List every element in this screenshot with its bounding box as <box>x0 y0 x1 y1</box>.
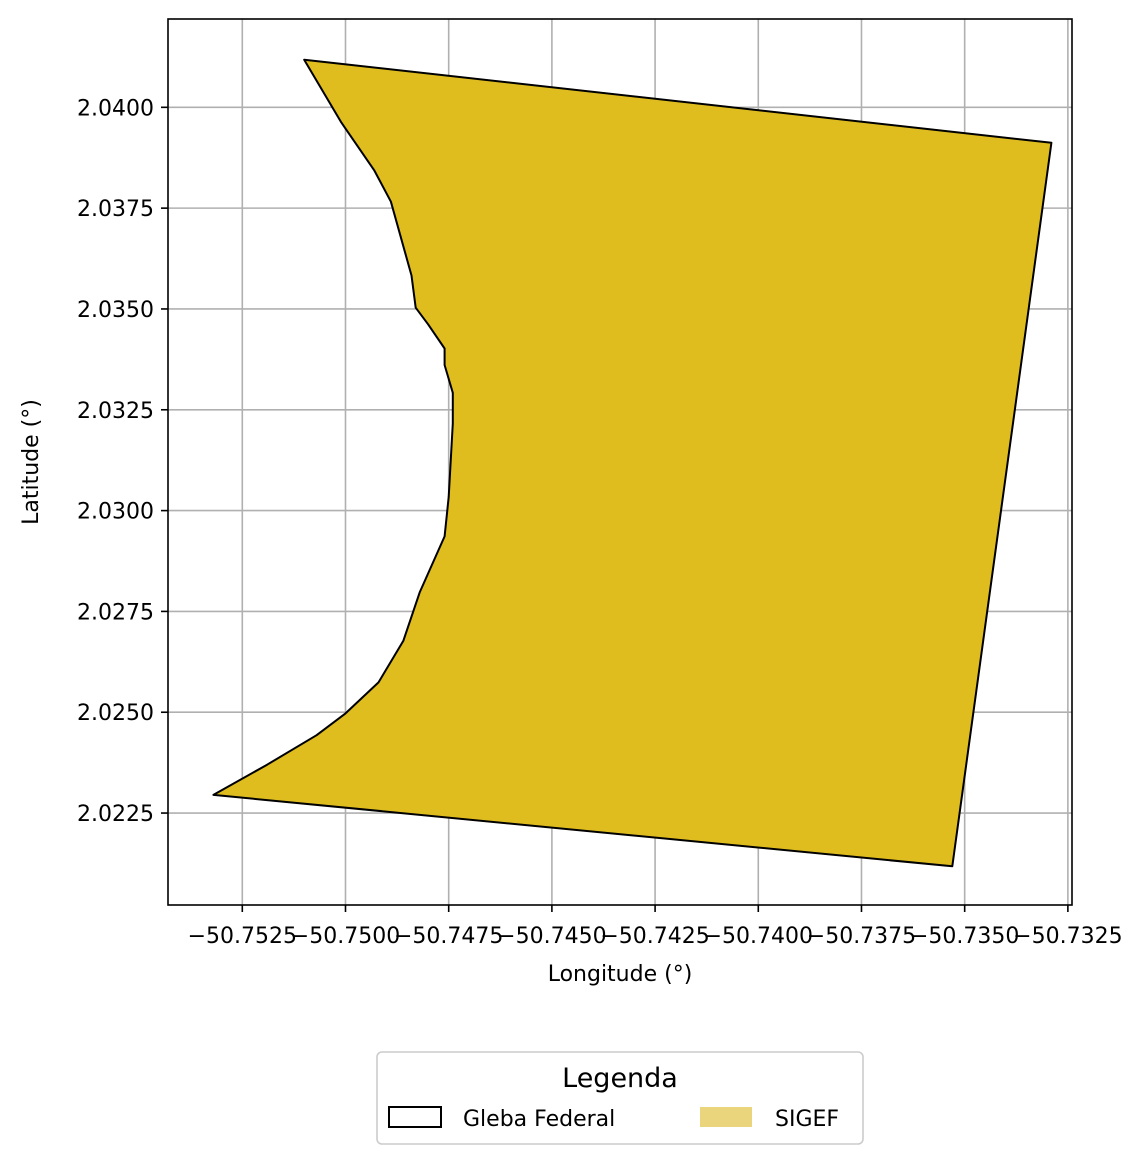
x-tick-label: −50.7375 <box>807 924 916 949</box>
x-axis-title: Longitude (°) <box>548 962 693 987</box>
x-tick-label: −50.7350 <box>910 924 1019 949</box>
legend-swatch-sigef <box>700 1107 752 1127</box>
x-tick-label: −50.7500 <box>291 924 400 949</box>
legend-title: Legenda <box>562 1063 678 1094</box>
y-tick-label: 2.0375 <box>77 197 154 222</box>
legend-swatch-gleba-federal <box>388 1106 442 1128</box>
x-tick-label: −50.7400 <box>704 924 813 949</box>
polygon-sigef <box>212 58 1053 868</box>
plot-frame <box>167 18 1073 906</box>
x-tick-label: −50.7425 <box>600 924 709 949</box>
x-tick-label: −50.7525 <box>188 924 297 949</box>
y-tick-label: 2.0325 <box>77 399 154 424</box>
legend-label-sigef: SIGEF <box>775 1107 839 1132</box>
y-tick-label: 2.0300 <box>77 500 154 525</box>
map-layers <box>212 58 1053 868</box>
y-tick-label: 2.0225 <box>77 802 154 827</box>
legend: Legenda Gleba Federal SIGEF <box>376 1051 864 1145</box>
y-tick-label: 2.0250 <box>77 701 154 726</box>
y-axis-ticks: 2.0225 2.0250 2.0275 2.0300 2.0325 2.0350 2.03… <box>77 96 168 827</box>
x-tick-label: −50.7475 <box>394 924 503 949</box>
x-axis-ticks: −50.7525−50.7500−50.7475−50.7450−50.7425… <box>188 905 1123 949</box>
y-axis-title: Latitude (°) <box>19 399 44 525</box>
x-tick-label: −50.7450 <box>497 924 606 949</box>
y-tick-label: 2.0400 <box>77 96 154 121</box>
y-tick-label: 2.0275 <box>77 600 154 625</box>
y-tick-label: 2.0350 <box>77 298 154 323</box>
legend-label-gleba-federal: Gleba Federal <box>463 1107 615 1132</box>
x-tick-label: −50.7325 <box>1013 924 1122 949</box>
